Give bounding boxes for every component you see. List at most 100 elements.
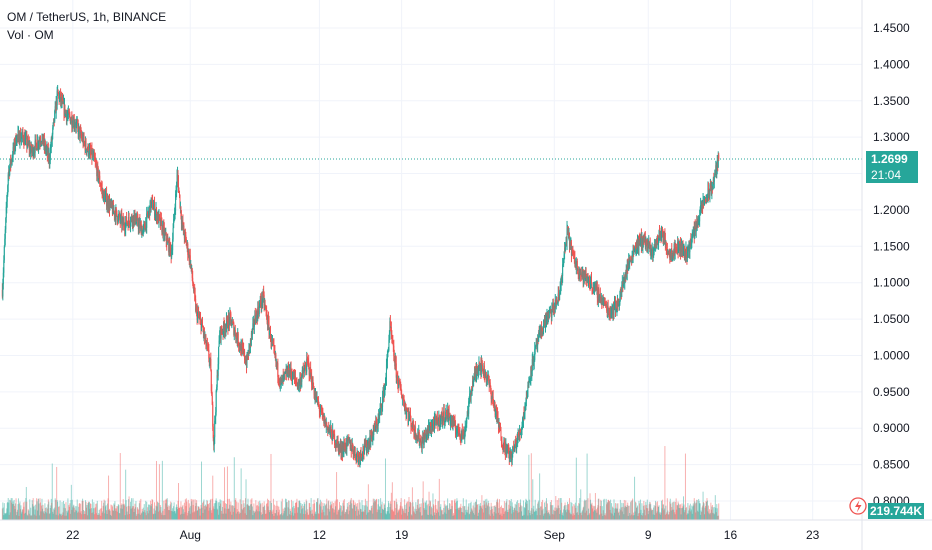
volume-bar xyxy=(257,511,259,520)
volume-bar xyxy=(399,508,401,520)
candle-body xyxy=(580,271,582,275)
volume-bar xyxy=(228,508,230,520)
volume-bar xyxy=(692,506,694,520)
candle-body xyxy=(290,367,292,375)
volume-bar xyxy=(477,515,479,520)
volume-bar xyxy=(359,502,361,520)
candle-body xyxy=(22,131,24,137)
volume-bar xyxy=(487,500,489,520)
candle-body xyxy=(248,346,250,356)
volume-bar xyxy=(512,509,514,520)
volume-bar xyxy=(435,505,437,520)
volume-bar xyxy=(85,501,87,520)
volume-bar xyxy=(223,501,225,520)
candle-body xyxy=(361,454,363,458)
volume-bar xyxy=(487,506,489,520)
volume-bar xyxy=(181,513,183,520)
volume-bar xyxy=(255,509,257,520)
volume-bar xyxy=(87,501,89,520)
lightning-icon[interactable] xyxy=(849,497,867,515)
volume-bar xyxy=(5,512,7,520)
volume-bar xyxy=(717,515,719,520)
volume-bar xyxy=(401,514,403,520)
volume-bar xyxy=(688,510,690,520)
volume-bar xyxy=(60,514,62,520)
volume-bar xyxy=(535,510,537,520)
volume-bar xyxy=(574,502,576,520)
volume-bar xyxy=(389,507,391,520)
volume-indicator-label[interactable]: Vol · OM xyxy=(7,28,54,42)
volume-bar xyxy=(669,501,671,520)
volume-bar xyxy=(373,498,375,520)
volume-bar xyxy=(112,510,114,520)
volume-bar xyxy=(450,509,452,520)
volume-bar xyxy=(671,507,673,520)
volume-bar xyxy=(545,507,547,520)
volume-bar xyxy=(397,509,399,520)
volume-bar xyxy=(704,514,706,520)
volume-bar xyxy=(638,500,640,520)
volume-bar xyxy=(583,501,585,520)
volume-bar xyxy=(441,510,443,520)
volume-bar xyxy=(565,510,567,520)
volume-bar xyxy=(77,511,79,520)
volume-bar xyxy=(472,511,474,520)
volume-bar xyxy=(269,501,271,520)
volume-bar xyxy=(451,505,453,520)
volume-bar xyxy=(529,515,531,520)
volume-bar xyxy=(519,507,521,520)
volume-bar xyxy=(166,498,168,520)
volume-bar xyxy=(574,505,576,520)
volume-bar xyxy=(23,513,25,520)
volume-bar xyxy=(355,510,357,520)
volume-bar xyxy=(40,505,42,520)
candle-body xyxy=(228,316,230,319)
volume-bar xyxy=(616,503,618,520)
volume-bar xyxy=(235,498,237,520)
volume-bar xyxy=(315,511,317,520)
volume-bar xyxy=(526,500,528,520)
volume-bar xyxy=(382,509,384,520)
volume-bar xyxy=(700,514,702,520)
volume-bar xyxy=(117,506,119,520)
volume-bar xyxy=(694,503,696,520)
symbol-title[interactable]: OM / TetherUS, 1h, BINANCE xyxy=(7,10,167,24)
volume-bar xyxy=(612,506,614,520)
volume-bar xyxy=(340,515,342,520)
volume-bar xyxy=(504,511,506,520)
candle-body xyxy=(56,90,58,106)
volume-bar xyxy=(396,502,398,520)
volume-bar xyxy=(216,500,218,520)
volume-bar xyxy=(134,503,136,520)
candle-body xyxy=(70,120,72,124)
candle-body xyxy=(106,193,108,207)
candle-body xyxy=(152,199,154,209)
volume-bar xyxy=(288,500,290,520)
volume-bar xyxy=(68,505,70,520)
volume-bar xyxy=(476,504,478,520)
volume-bar xyxy=(145,515,147,520)
volume-bar xyxy=(149,510,151,520)
volume-bar xyxy=(663,510,665,520)
volume-bar xyxy=(261,514,263,520)
candle-body xyxy=(534,347,536,349)
price-axis[interactable]: 1.45001.40001.35001.30001.25001.20001.15… xyxy=(861,0,910,550)
volume-bar xyxy=(457,507,459,520)
volume-bar xyxy=(465,499,467,520)
volume-bar xyxy=(69,503,71,520)
candle-body xyxy=(665,244,667,249)
volume-bar xyxy=(475,501,477,520)
time-axis[interactable]: 22 Aug 12 19 Sep 9 16 23 xyxy=(0,519,932,542)
volume-bar xyxy=(369,510,371,520)
volume-bar xyxy=(558,498,560,520)
volume-bar xyxy=(702,491,704,520)
volume-bar xyxy=(337,499,339,520)
volume-bar xyxy=(26,514,28,520)
volume-bar xyxy=(650,508,652,520)
candle-body xyxy=(651,250,653,256)
volume-bar xyxy=(486,498,488,520)
volume-bar xyxy=(144,510,146,520)
volume-bar xyxy=(245,498,247,520)
candle-body xyxy=(385,364,387,380)
